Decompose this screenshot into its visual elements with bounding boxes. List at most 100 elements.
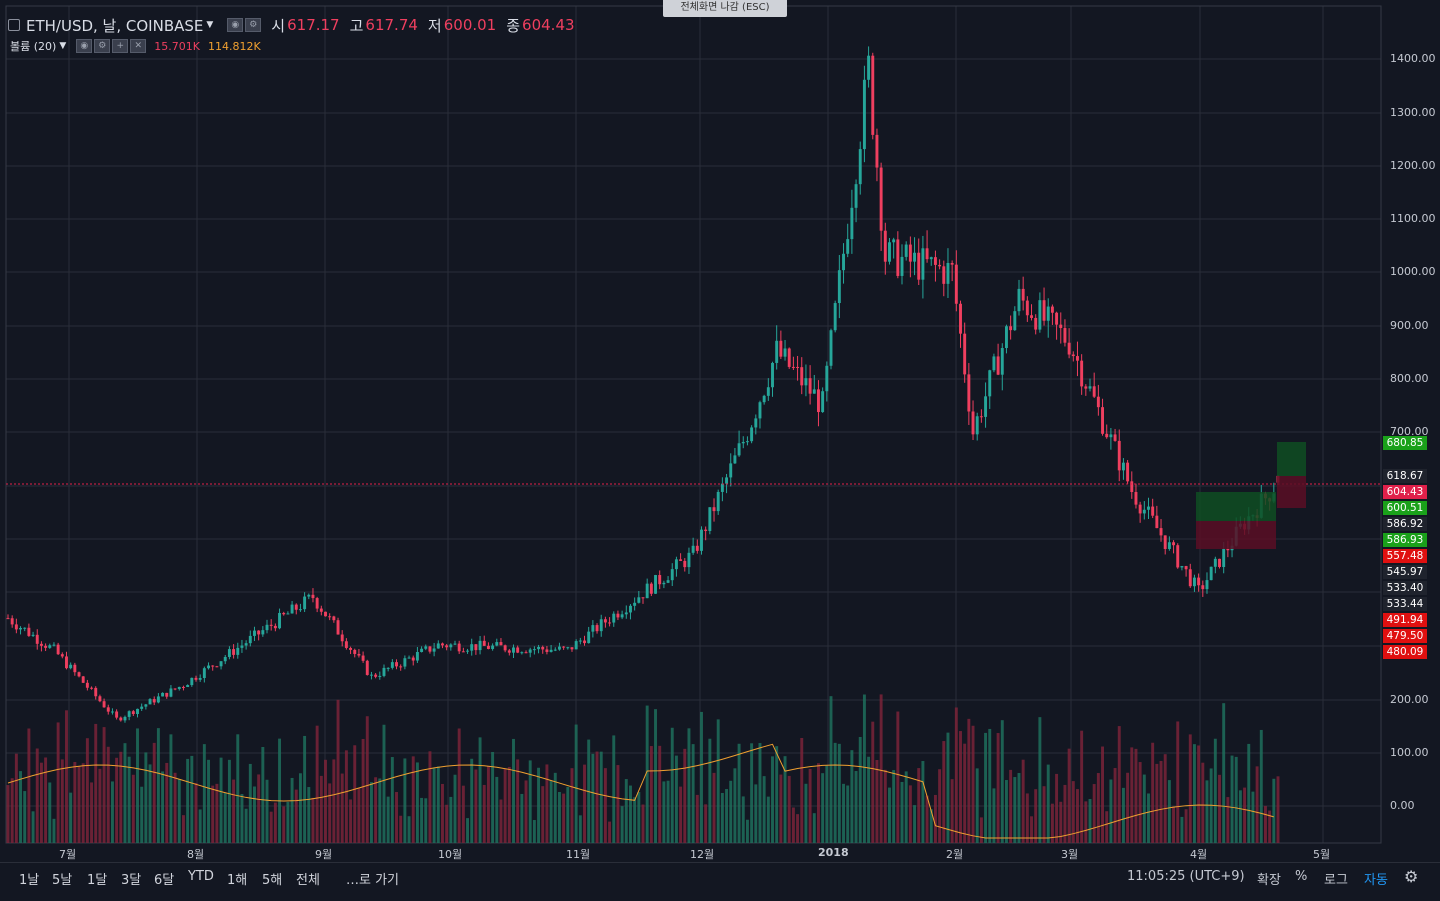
candle-body bbox=[875, 134, 879, 168]
volume-bar bbox=[303, 735, 307, 843]
volume-bar bbox=[1025, 793, 1029, 843]
gear-icon[interactable]: ⚙ bbox=[94, 39, 111, 53]
volume-bar bbox=[1050, 803, 1054, 843]
clock[interactable]: 11:05:25 (UTC+9) bbox=[1127, 869, 1245, 884]
percent-button[interactable]: % bbox=[1295, 869, 1308, 884]
candle-body bbox=[829, 330, 833, 366]
volume-bar bbox=[858, 736, 862, 843]
chevron-down-icon[interactable]: ▼ bbox=[206, 20, 214, 30]
x-axis-label: 5월 bbox=[1313, 848, 1331, 861]
plus-icon[interactable]: + bbox=[112, 39, 129, 53]
auto-button[interactable]: 자동 bbox=[1364, 873, 1388, 888]
range-button[interactable]: 5해 bbox=[262, 873, 283, 888]
candle-body bbox=[645, 583, 649, 599]
candle-body bbox=[470, 644, 474, 651]
volume-bar bbox=[181, 815, 185, 843]
candle-body bbox=[374, 674, 378, 677]
volume-bar bbox=[578, 815, 582, 843]
eye-icon[interactable]: ◉ bbox=[227, 18, 244, 32]
candle-body bbox=[1155, 515, 1159, 529]
range-button[interactable]: 1날 bbox=[19, 873, 40, 888]
candle-body bbox=[900, 256, 904, 276]
eye-icon[interactable]: ◉ bbox=[76, 39, 93, 53]
volume-bar bbox=[77, 766, 81, 843]
expand-button[interactable]: 확장 bbox=[1257, 873, 1281, 888]
candle-body bbox=[1201, 585, 1205, 590]
price-chart[interactable] bbox=[0, 0, 1440, 862]
log-button[interactable]: 로그 bbox=[1324, 873, 1348, 888]
candle-body bbox=[23, 627, 27, 629]
symbol-name[interactable]: ETH/USD, 날, COINBASE bbox=[26, 16, 204, 35]
candle-body bbox=[1013, 311, 1017, 331]
volume-bar bbox=[90, 782, 94, 843]
volume-bar bbox=[81, 763, 85, 843]
volume-bar bbox=[984, 732, 988, 843]
candle-body bbox=[537, 646, 541, 650]
square-icon[interactable] bbox=[8, 19, 20, 31]
volume-bar bbox=[921, 761, 925, 843]
volume-bar bbox=[729, 780, 733, 843]
fullscreen-exit-tooltip[interactable]: 전체화면 나감 (ESC) bbox=[663, 0, 787, 17]
range-button[interactable]: 1달 bbox=[87, 873, 108, 888]
volume-bar bbox=[913, 805, 917, 843]
candle-body bbox=[512, 647, 515, 653]
volume-bar bbox=[754, 784, 758, 843]
goto-date-button[interactable]: …로 가기 bbox=[346, 873, 400, 888]
candle-body bbox=[298, 609, 302, 611]
volume-bar bbox=[1142, 774, 1146, 843]
range-button[interactable]: 1해 bbox=[227, 873, 248, 888]
volume-bar bbox=[1092, 784, 1096, 843]
candle-body bbox=[996, 356, 1000, 375]
candle-body bbox=[666, 580, 670, 583]
candle-body bbox=[1025, 300, 1029, 316]
volume-label[interactable]: 볼륨 (20) bbox=[10, 40, 57, 53]
candle-body bbox=[69, 664, 73, 669]
candle-body bbox=[156, 696, 160, 703]
volume-bar bbox=[503, 768, 507, 843]
candle-body bbox=[1088, 386, 1092, 389]
candle-body bbox=[386, 667, 390, 669]
range-button[interactable]: 5날 bbox=[52, 873, 73, 888]
volume-bar bbox=[56, 722, 60, 843]
candle-body bbox=[1151, 506, 1155, 516]
candle-body bbox=[633, 602, 637, 606]
range-button[interactable]: 전체 bbox=[296, 873, 320, 888]
gear-icon[interactable]: ⚙ bbox=[245, 18, 262, 32]
volume-bar bbox=[670, 727, 674, 843]
candle-body bbox=[90, 687, 94, 689]
candle-body bbox=[862, 79, 866, 150]
close-icon[interactable]: ✕ bbox=[130, 39, 147, 53]
volume-bar bbox=[19, 771, 22, 843]
candle-body bbox=[649, 583, 653, 594]
volume-bar bbox=[963, 743, 967, 843]
candle-body bbox=[1092, 386, 1096, 397]
volume-bar bbox=[783, 756, 787, 843]
candle-body bbox=[846, 239, 850, 254]
range-button[interactable]: YTD bbox=[188, 869, 214, 884]
candle-body bbox=[988, 370, 992, 397]
volume-bar bbox=[541, 786, 545, 843]
candle-body bbox=[816, 389, 820, 413]
volume-bar bbox=[1046, 764, 1050, 843]
candle-body bbox=[294, 604, 298, 610]
candle-body bbox=[766, 387, 770, 396]
range-button[interactable]: 6달 bbox=[154, 873, 175, 888]
volume-bar bbox=[946, 732, 950, 843]
gear-icon[interactable]: ⚙ bbox=[1404, 867, 1419, 886]
volume-bar bbox=[177, 778, 181, 843]
volume-bar bbox=[344, 750, 348, 843]
price-tag: 600.51 bbox=[1383, 501, 1427, 515]
range-button[interactable]: 3달 bbox=[121, 873, 142, 888]
candle-body bbox=[570, 647, 574, 650]
price-tag: 618.67 bbox=[1383, 469, 1427, 483]
chevron-down-icon[interactable]: ▼ bbox=[59, 41, 67, 51]
volume-bar bbox=[1017, 773, 1021, 843]
volume-bar bbox=[708, 738, 712, 843]
volume-bar bbox=[328, 783, 332, 843]
candle-body bbox=[967, 374, 971, 412]
volume-bar bbox=[102, 727, 106, 843]
volume-bar bbox=[207, 759, 210, 843]
profit-zone bbox=[1277, 442, 1306, 476]
candle-body bbox=[253, 630, 256, 636]
